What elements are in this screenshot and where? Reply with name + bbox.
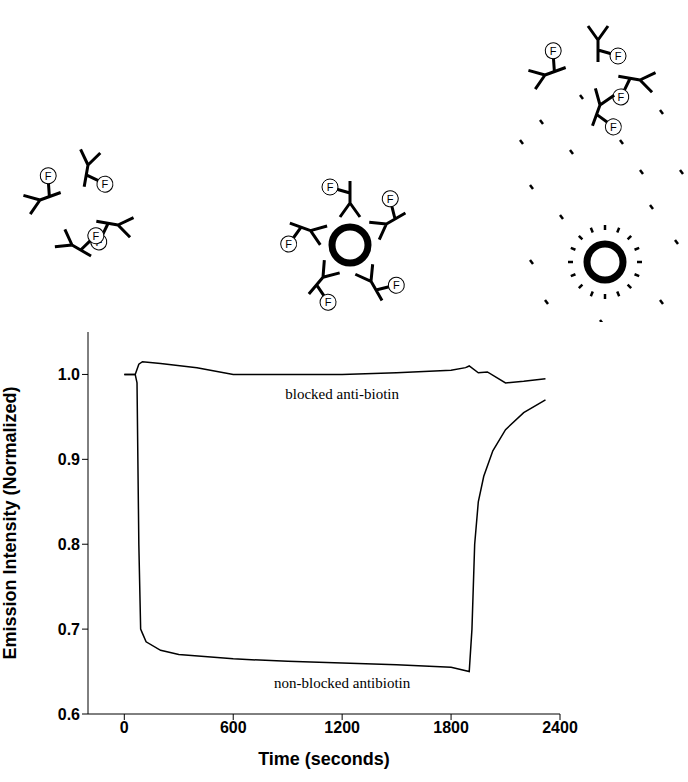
svg-text:F: F [393,279,400,291]
svg-text:blocked anti-biotin: blocked anti-biotin [285,386,399,402]
svg-text:F: F [327,181,334,193]
svg-text:Time (seconds): Time (seconds) [258,749,390,769]
svg-text:F: F [285,238,292,250]
svg-text:600: 600 [220,719,247,736]
svg-text:F: F [92,230,99,242]
svg-text:2400: 2400 [542,719,578,736]
svg-text:0: 0 [120,719,129,736]
svg-text:0.6: 0.6 [58,706,80,723]
svg-text:Emission Intensity (Normalized: Emission Intensity (Normalized) [0,386,20,659]
svg-text:F: F [610,121,617,133]
svg-text:non-blocked antibiotin: non-blocked antibiotin [274,675,411,691]
svg-text:1.0: 1.0 [58,366,80,383]
svg-text:F: F [45,170,52,182]
svg-text:0.7: 0.7 [58,621,80,638]
svg-text:0.8: 0.8 [58,536,80,553]
svg-text:1200: 1200 [324,719,360,736]
svg-text:F: F [617,91,624,103]
svg-text:F: F [550,45,557,57]
svg-text:F: F [102,178,109,190]
svg-text:1800: 1800 [433,719,469,736]
svg-text:F: F [387,193,394,205]
svg-text:F: F [615,50,622,62]
svg-text:0.9: 0.9 [58,451,80,468]
svg-text:F: F [325,296,332,308]
